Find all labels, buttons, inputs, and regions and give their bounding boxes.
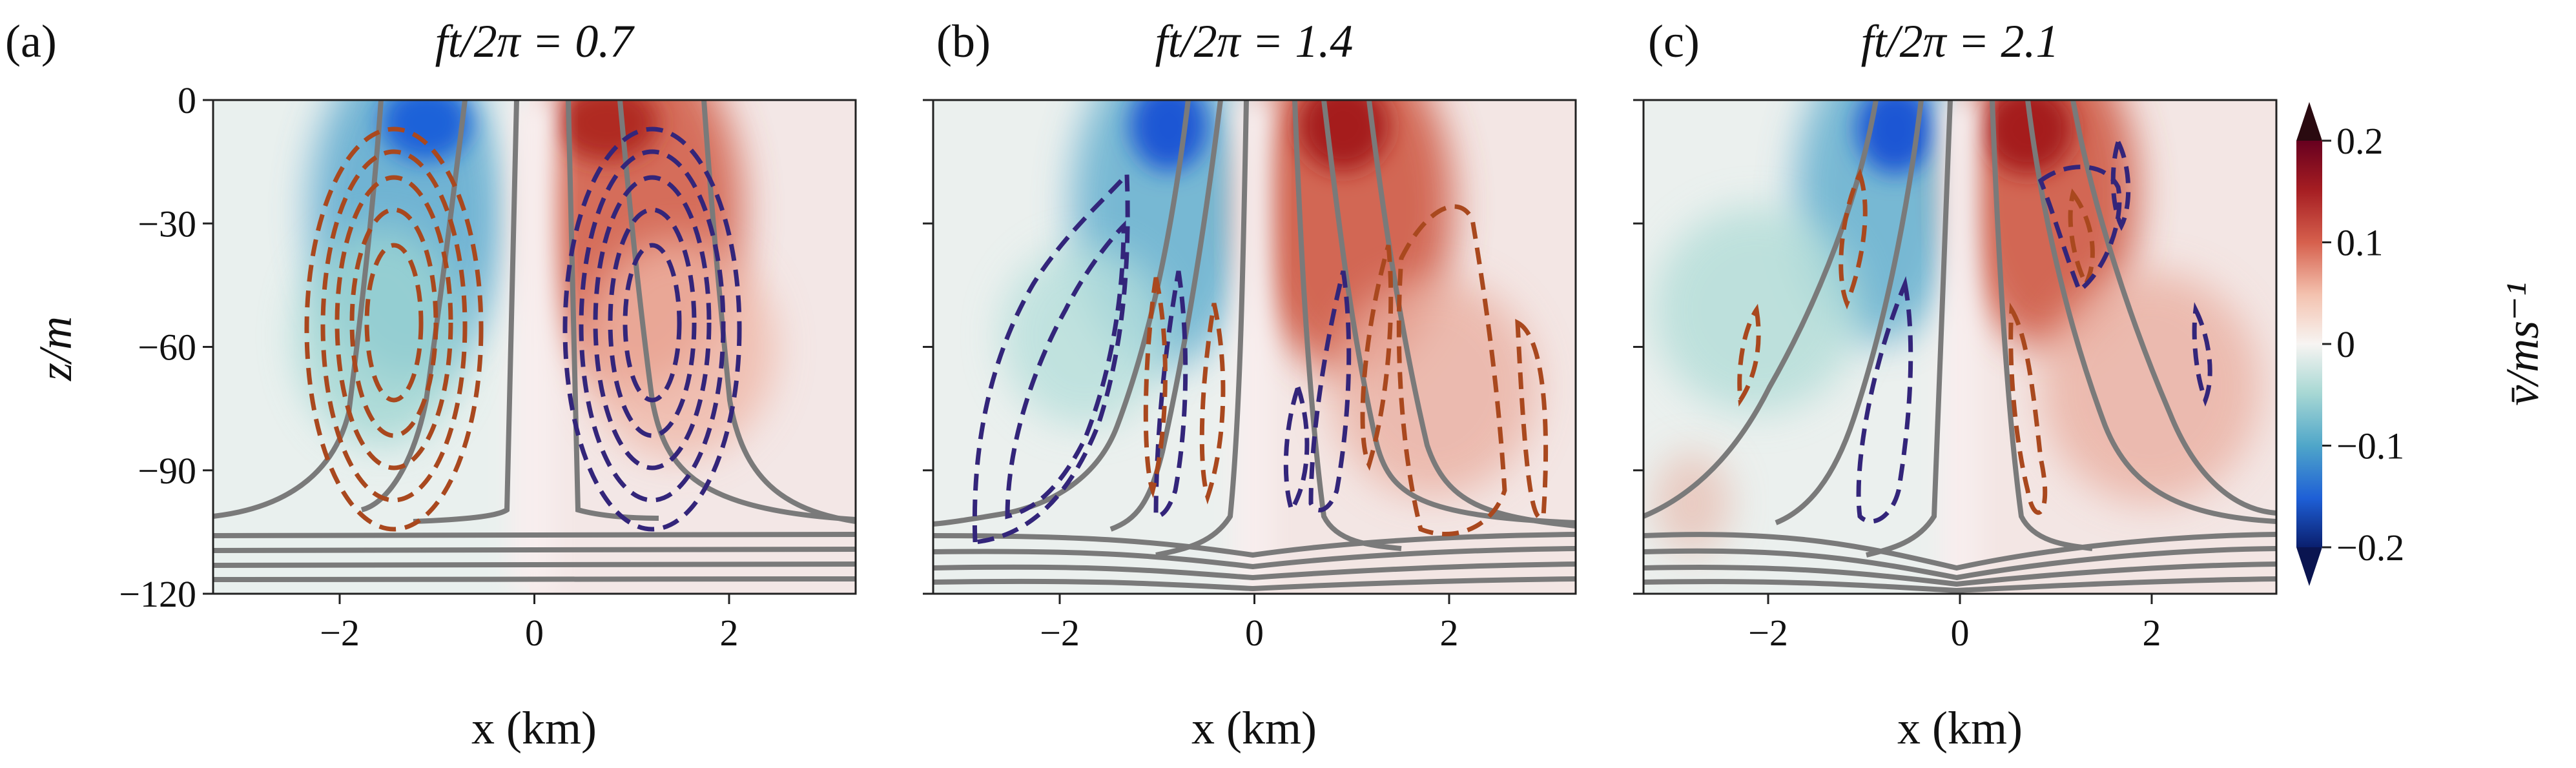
x-tick-label: 2: [1440, 612, 1459, 654]
y-axis-b: [923, 99, 933, 595]
colorbar-label: v̄/ms⁻¹: [2497, 282, 2548, 406]
x-tick-label: −2: [1748, 612, 1788, 654]
heatmap-c: [1643, 100, 2276, 594]
x-tick-label: 2: [2142, 612, 2161, 654]
streamfunction-positive-b: [1143, 204, 1549, 536]
streamfunction-negative-a: [562, 126, 742, 532]
x-axis-b: −2 0 2: [1040, 594, 1459, 654]
panel-title-a: ft/2π = 0.7: [435, 15, 635, 67]
isopycnal-contours-c: [1643, 100, 2276, 594]
x-tick-label: 2: [720, 612, 739, 654]
x-tick-label: −2: [320, 612, 360, 654]
x-axis-title-b: x (km): [1191, 702, 1317, 754]
negative-v-peak-a: [381, 100, 471, 161]
x-tick-label: −2: [1040, 612, 1080, 654]
positive-v-peak-c: [1983, 100, 2073, 174]
panel-c: −2 0 2 (c) ft/2π = 2.1 x (km): [1633, 15, 2278, 754]
y-axis-title: z/m: [30, 316, 81, 381]
colorbar-tick-label: −0.2: [2336, 527, 2404, 569]
y-tick-label: −30: [138, 203, 196, 245]
panel-title-b: ft/2π = 1.4: [1155, 15, 1354, 67]
y-tick-label: −120: [119, 573, 196, 615]
colorbar-extend-min: [2296, 547, 2322, 586]
colorbar-tick-label: −0.1: [2336, 425, 2404, 467]
positive-v-peak-b: [1298, 100, 1388, 171]
isopycnal-contours-b: [933, 100, 1576, 592]
x-axis-title-c: x (km): [1897, 702, 2023, 754]
y-axis-a: 0 −30 −60 −90 −120: [119, 79, 213, 615]
negative-v-peak-b: [1130, 100, 1208, 171]
panel-a: −2 0 2 0 −30 −60 −90 −120 (a) ft/2π = 0.7 x (k…: [5, 15, 857, 754]
colorbar-gradient: [2296, 141, 2322, 547]
x-tick-label: 0: [1951, 612, 1970, 654]
heatmap-a: [213, 100, 856, 594]
panel-tag-c: (c): [1648, 15, 1700, 67]
colorbar-tick-label: 0: [2336, 323, 2355, 365]
x-axis-a: −2 0 2: [320, 594, 739, 654]
heatmap-b: [933, 100, 1576, 594]
colorbar-extend-max: [2296, 102, 2322, 141]
streamfunction-negative-b: [972, 168, 1352, 545]
streamfunction-negative-c: [1856, 136, 2212, 524]
x-axis-c: −2 0 2: [1748, 594, 2161, 654]
x-tick-label: 0: [1245, 612, 1264, 654]
y-axis-c: [1633, 99, 1643, 595]
streamfunction-positive-c: [1737, 168, 2095, 515]
panel-tag-b: (b): [936, 15, 991, 67]
colorbar-tick-label: 0.1: [2336, 222, 2384, 264]
panel-title-c: ft/2π = 2.1: [1861, 15, 2059, 67]
x-tick-label: 0: [525, 612, 544, 654]
colorbar-ticks: 0.2 0.1 0 −0.1 −0.2: [2322, 120, 2404, 569]
y-tick-label: −90: [138, 450, 196, 492]
streamfunction-positive-a: [304, 126, 484, 532]
colorbar-tick-label: 0.2: [2336, 120, 2384, 162]
colorbar: 0.2 0.1 0 −0.1 −0.2 v̄/ms⁻¹: [2296, 102, 2548, 586]
y-tick-label: −60: [138, 327, 196, 369]
x-axis-title-a: x (km): [471, 702, 597, 754]
positive-v-peak-a: [555, 100, 659, 161]
panel-tag-a: (a): [5, 15, 57, 67]
panel-b: −2 0 2 (b) ft/2π = 1.4 x (km): [923, 15, 1577, 754]
y-tick-label: 0: [178, 79, 196, 121]
